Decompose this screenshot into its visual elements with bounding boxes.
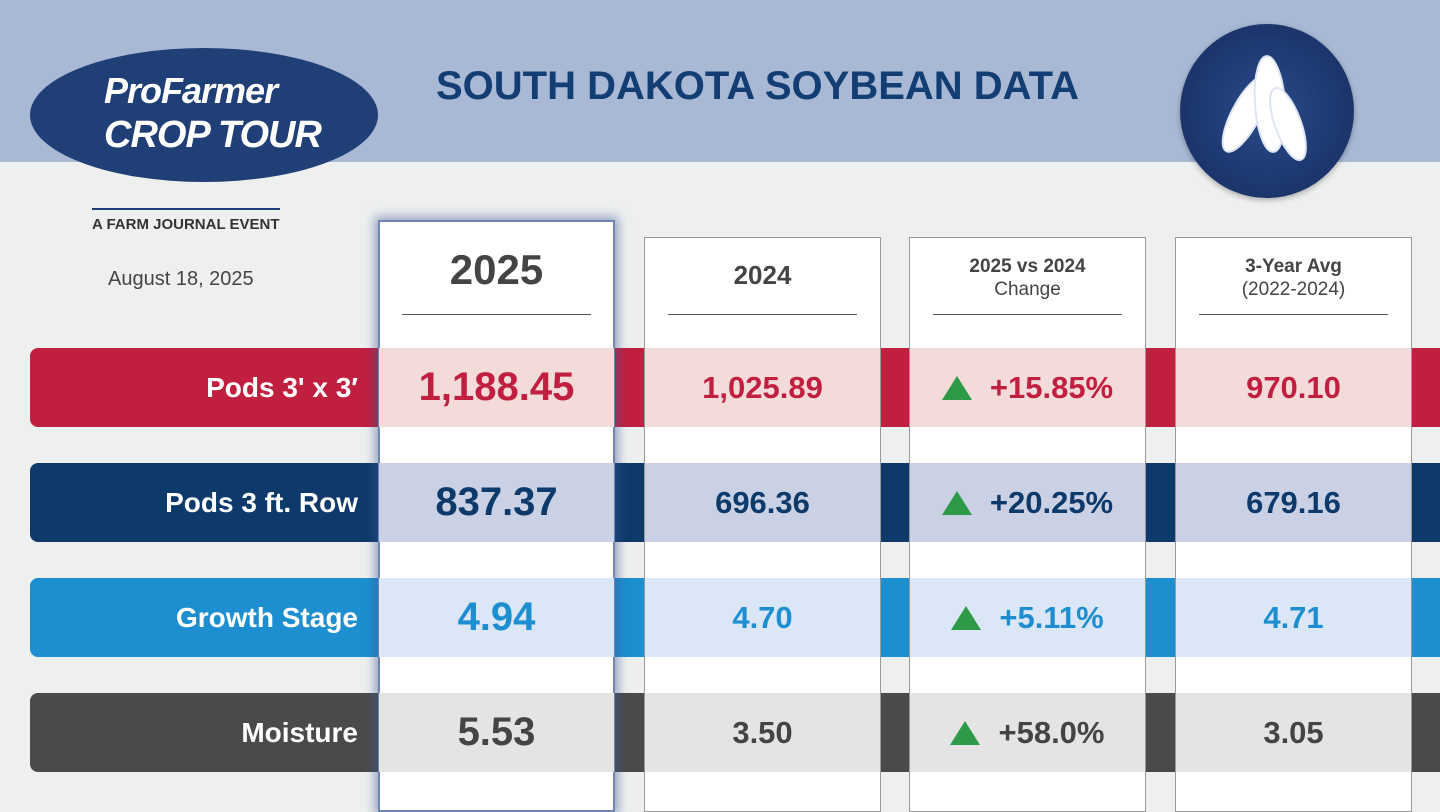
cell-value: 679.16 (1246, 484, 1341, 520)
table-cell: 3.50 (645, 693, 880, 772)
cell-value: 1,025.89 (702, 369, 823, 405)
cell-value: +15.85% (989, 369, 1114, 405)
table-cell: 1,025.89 (645, 348, 880, 427)
row-label: Moisture (241, 716, 358, 748)
cell-value: 4.70 (732, 599, 793, 635)
table-cell: +58.0% (910, 693, 1145, 772)
column-sublabel: (2022-2024) (1241, 279, 1346, 300)
table-cell: 679.16 (1176, 463, 1411, 542)
soybean-graphic (1221, 55, 1307, 161)
up-arrow (950, 720, 981, 745)
row-label: Growth Stage (175, 601, 358, 633)
table-cell: 696.36 (645, 463, 880, 542)
cell-value: 4.71 (1263, 599, 1324, 635)
table-cell: 970.10 (1176, 348, 1411, 427)
table-cell: 3.05 (1176, 693, 1411, 772)
table-cell: 4.94 (379, 578, 614, 657)
row-label: Pods 3' x 3′ (206, 371, 358, 403)
header-rule (1199, 314, 1388, 315)
cell-value: +20.25% (989, 484, 1114, 520)
table-cell: +5.11% (910, 578, 1145, 657)
logo (30, 48, 378, 182)
cell-value: 3.05 (1263, 714, 1324, 750)
up-arrow (941, 490, 972, 515)
up-arrow (941, 375, 972, 400)
table-cell: 5.53 (379, 693, 614, 772)
column-header: 2025 (449, 246, 544, 293)
table-cell: 1,188.45 (379, 348, 614, 427)
table-cell: 4.71 (1176, 578, 1411, 657)
cell-value: 5.53 (457, 710, 536, 754)
title: SOUTH DAKOTA SOYBEAN DATA (436, 64, 1079, 108)
cell-value: +58.0% (998, 714, 1105, 750)
cell-value: 4.94 (457, 595, 536, 639)
logo-brand: ProFarmer (104, 70, 278, 111)
cell-value: 837.37 (435, 480, 558, 524)
column-header: 3-Year Avg (1245, 256, 1342, 277)
header-rule (668, 314, 857, 315)
header-rule (933, 314, 1122, 315)
column-header: 2025 vs 2024 (969, 256, 1086, 277)
logo-tagline: A FARM JOURNAL EVENT (92, 208, 280, 233)
table-cell: 4.70 (645, 578, 880, 657)
date: August 18, 2025 (108, 268, 254, 290)
cell-value: +5.11% (999, 599, 1104, 635)
cell-value: 1,188.45 (418, 365, 575, 409)
header-rule (402, 314, 591, 315)
up-arrow (951, 605, 982, 630)
column-header: 2024 (733, 260, 792, 290)
row-label: Pods 3 ft. Row (165, 486, 358, 518)
table-cell: +15.85% (910, 348, 1145, 427)
column-sublabel: Change (994, 279, 1061, 300)
table-cell: +20.25% (910, 463, 1145, 542)
table-cell: 837.37 (379, 463, 614, 542)
soybean-icon (1180, 24, 1354, 198)
logo-event: CROP TOUR (104, 114, 322, 156)
cell-value: 3.50 (732, 714, 793, 750)
cell-value: 970.10 (1246, 369, 1341, 405)
cell-value: 696.36 (715, 484, 810, 520)
